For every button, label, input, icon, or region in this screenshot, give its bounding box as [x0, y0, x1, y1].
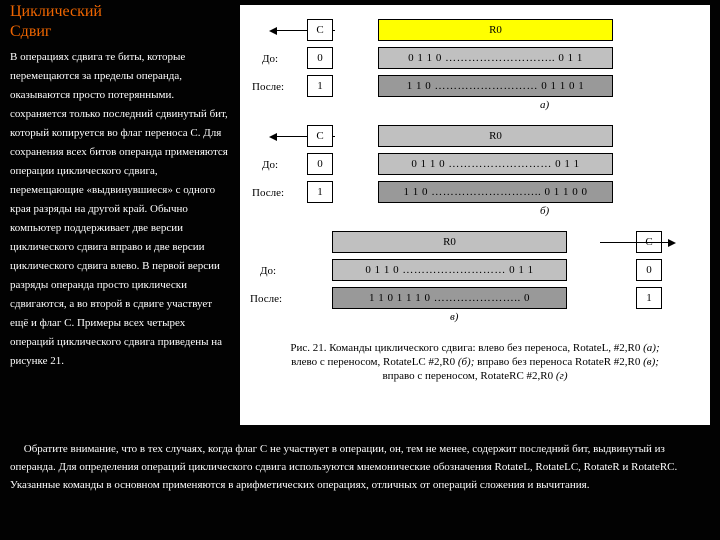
figure-21: C R0 До: 0 0 1 1 0 ……………………….. 0 1 1 Пос… — [240, 5, 710, 425]
fig-label-c: в) — [450, 311, 458, 323]
fig-b: C R0 До: 0 0 1 1 0 ……………………… 0 1 1 После… — [240, 125, 710, 221]
c-header: C — [307, 125, 333, 147]
fig-a: C R0 До: 0 0 1 1 0 ……………………….. 0 1 1 Пос… — [240, 19, 710, 115]
before-r: 0 1 1 0 ……………………… 0 1 1 — [332, 259, 567, 281]
before-label: До: — [262, 159, 278, 171]
cap-l1: Рис. 21. Команды циклического сдвига: вл… — [290, 342, 643, 354]
title-line-2: Сдвиг — [10, 22, 102, 42]
before-label: До: — [262, 53, 278, 65]
after-r: 1 1 0 ……………………….. 0 1 1 0 0 — [378, 181, 613, 203]
fig-label-a: а) — [540, 99, 549, 111]
after-label: После: — [252, 187, 284, 199]
after-r: 1 1 0 ……………………… 0 1 1 0 1 — [378, 75, 613, 97]
figure-caption: Рис. 21. Команды циклического сдвига: вл… — [240, 341, 710, 383]
after-label: После: — [250, 293, 282, 305]
bottom-p1: Обратите внимание, что в тех случаях, ко… — [10, 440, 710, 494]
page-title: Циклический Сдвиг — [10, 2, 102, 42]
after-c: 1 — [307, 75, 333, 97]
cap-l3-it: (г) — [556, 370, 568, 382]
cap-l1-it: (а); — [643, 342, 660, 354]
bottom-paragraph: Обратите внимание, что в тех случаях, ко… — [10, 440, 710, 496]
main-body-text: В операциях сдвига те биты, которые пере… — [10, 48, 232, 371]
r0-header: R0 — [332, 231, 567, 253]
before-c: 0 — [636, 259, 662, 281]
r0-header: R0 — [378, 19, 613, 41]
fig-label-b: б) — [540, 205, 549, 217]
arrow-icon — [600, 242, 670, 243]
fig-c: R0 C До: 0 1 1 0 ……………………… 0 1 1 0 После… — [240, 231, 710, 327]
cap-l2-it2: (в); — [643, 356, 659, 368]
after-r: 1 1 0 1 1 1 0 ………………….. 0 — [332, 287, 567, 309]
title-line-1: Циклический — [10, 2, 102, 22]
before-r: 0 1 1 0 ……………………….. 0 1 1 — [378, 47, 613, 69]
c-header: C — [307, 19, 333, 41]
cap-l3: вправо с переносом, RotateRC #2,R0 — [382, 370, 555, 382]
cap-l2a: влево с переносом, RotateLC #2,R0 — [291, 356, 458, 368]
after-label: После: — [252, 81, 284, 93]
r0-header: R0 — [378, 125, 613, 147]
cap-l2b: вправо без переноса RotateR #2,R0 — [477, 356, 643, 368]
cap-l2-it: (б); — [458, 356, 477, 368]
after-c: 1 — [307, 181, 333, 203]
after-c: 1 — [636, 287, 662, 309]
before-r: 0 1 1 0 ……………………… 0 1 1 — [378, 153, 613, 175]
before-c: 0 — [307, 47, 333, 69]
before-c: 0 — [307, 153, 333, 175]
before-label: До: — [260, 265, 276, 277]
